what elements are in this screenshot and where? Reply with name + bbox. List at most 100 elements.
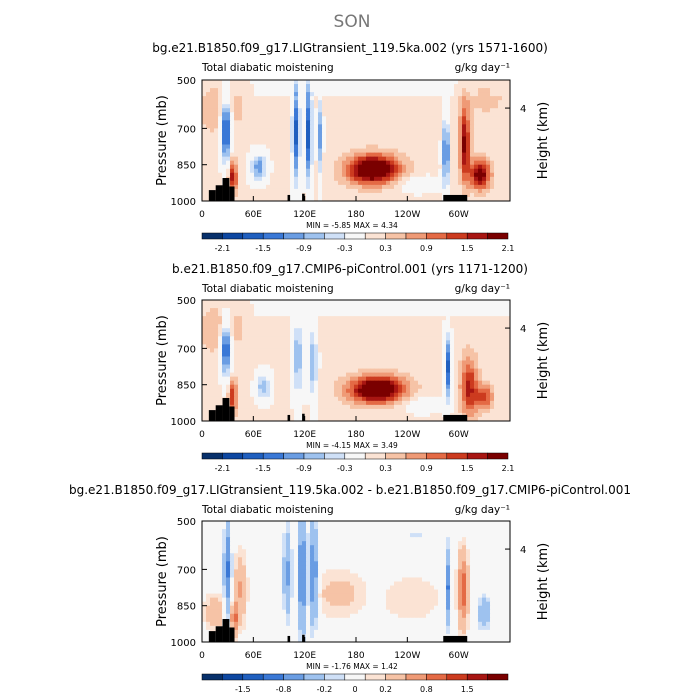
heatmap-cell bbox=[246, 84, 251, 89]
heatmap-cell bbox=[314, 404, 319, 410]
heatmap-cell bbox=[246, 104, 251, 109]
heatmap-cell bbox=[314, 356, 319, 361]
heatmap-cell bbox=[210, 372, 215, 378]
heatmap-cell bbox=[346, 84, 351, 89]
heatmap-cell bbox=[398, 84, 403, 89]
heatmap-cell bbox=[326, 388, 331, 394]
heatmap-cell bbox=[222, 521, 227, 526]
heatmap-cell bbox=[282, 360, 287, 365]
heatmap-cell bbox=[490, 372, 495, 378]
heatmap-cell bbox=[398, 188, 403, 194]
heatmap-cell bbox=[370, 84, 375, 89]
heatmap-cell bbox=[266, 148, 271, 153]
heatmap-cell bbox=[450, 188, 455, 194]
heatmap-cell bbox=[494, 316, 499, 321]
heatmap-cell bbox=[394, 408, 399, 414]
heatmap-cell bbox=[474, 529, 479, 534]
heatmap-cell bbox=[434, 356, 439, 361]
heatmap-cell bbox=[358, 332, 363, 337]
heatmap-cell bbox=[434, 100, 439, 105]
heatmap-cell bbox=[322, 140, 327, 145]
heatmap-cell bbox=[274, 124, 279, 129]
heatmap-cell bbox=[358, 529, 363, 534]
heatmap-cell bbox=[442, 104, 447, 109]
heatmap-cell bbox=[338, 124, 343, 129]
heatmap-cell bbox=[350, 525, 355, 530]
heatmap-cell bbox=[222, 144, 227, 149]
heatmap-cell bbox=[322, 372, 327, 378]
heatmap-cell bbox=[262, 416, 267, 422]
heatmap-cell bbox=[314, 332, 319, 337]
heatmap-cell bbox=[378, 168, 383, 174]
heatmap-cell bbox=[410, 368, 415, 373]
heatmap-cell bbox=[290, 92, 295, 97]
heatmap-cell bbox=[502, 176, 507, 182]
heatmap-cell bbox=[230, 112, 235, 117]
heatmap-cell bbox=[206, 360, 211, 365]
heatmap-cell bbox=[214, 312, 219, 317]
heatmap-cell bbox=[506, 344, 511, 349]
heatmap-cell bbox=[334, 100, 339, 105]
heatmap-cell bbox=[326, 116, 331, 121]
heatmap-cell bbox=[334, 84, 339, 89]
heatmap-cell bbox=[474, 116, 479, 121]
heatmap-cell bbox=[502, 312, 507, 317]
heatmap-cell bbox=[206, 148, 211, 153]
heatmap-cell bbox=[346, 320, 351, 325]
heatmap-cell bbox=[214, 525, 219, 530]
heatmap-cell bbox=[330, 124, 335, 129]
heatmap-cell bbox=[462, 104, 467, 109]
heatmap-cell bbox=[214, 388, 219, 394]
heatmap-cell bbox=[290, 164, 295, 170]
heatmap-cell bbox=[414, 412, 419, 418]
heatmap-cell bbox=[446, 84, 451, 89]
heatmap-cell bbox=[474, 344, 479, 349]
heatmap-cell bbox=[502, 96, 507, 101]
heatmap-cell bbox=[386, 384, 391, 390]
heatmap-cell bbox=[278, 300, 283, 305]
heatmap-cell bbox=[274, 100, 279, 105]
heatmap-cell bbox=[414, 304, 419, 309]
heatmap-cell bbox=[494, 336, 499, 341]
heatmap-cell bbox=[394, 392, 399, 398]
heatmap-cell bbox=[206, 400, 211, 406]
heatmap-cell bbox=[274, 316, 279, 321]
heatmap-cell bbox=[406, 300, 411, 305]
heatmap-cell bbox=[342, 172, 347, 178]
heatmap-cell bbox=[374, 192, 379, 198]
heatmap-cell bbox=[214, 372, 219, 378]
heatmap-cell bbox=[362, 340, 367, 345]
heatmap-cell bbox=[482, 116, 487, 121]
heatmap-cell bbox=[278, 324, 283, 329]
heatmap-cell bbox=[314, 384, 319, 390]
heatmap-cell bbox=[314, 376, 319, 382]
heatmap-cell bbox=[294, 164, 299, 170]
heatmap-cell bbox=[422, 364, 427, 369]
heatmap-cell bbox=[202, 328, 207, 333]
heatmap-cell bbox=[302, 372, 307, 378]
heatmap-cell bbox=[418, 324, 423, 329]
heatmap-cell bbox=[374, 168, 379, 174]
heatmap-cell bbox=[422, 148, 427, 153]
heatmap-cell bbox=[370, 348, 375, 353]
colorbar-swatch bbox=[426, 452, 448, 460]
heatmap-cell bbox=[494, 400, 499, 406]
heatmap-cell bbox=[334, 144, 339, 149]
heatmap-cell bbox=[338, 148, 343, 153]
heatmap-cell bbox=[466, 172, 471, 178]
heatmap-cell bbox=[250, 96, 255, 101]
heatmap-cell bbox=[386, 196, 391, 202]
heatmap-cell bbox=[214, 308, 219, 313]
heatmap-cell bbox=[418, 308, 423, 313]
heatmap-cell bbox=[378, 408, 383, 414]
heatmap-cell bbox=[206, 332, 211, 337]
heatmap-cell bbox=[486, 316, 491, 321]
heatmap-cell bbox=[470, 196, 475, 202]
heatmap-cell bbox=[390, 332, 395, 337]
heatmap-cell bbox=[218, 108, 223, 113]
heatmap-cell bbox=[250, 380, 255, 386]
heatmap-cell bbox=[406, 392, 411, 398]
heatmap-cell bbox=[250, 344, 255, 349]
heatmap-cell bbox=[298, 88, 303, 93]
heatmap-cell bbox=[346, 336, 351, 341]
